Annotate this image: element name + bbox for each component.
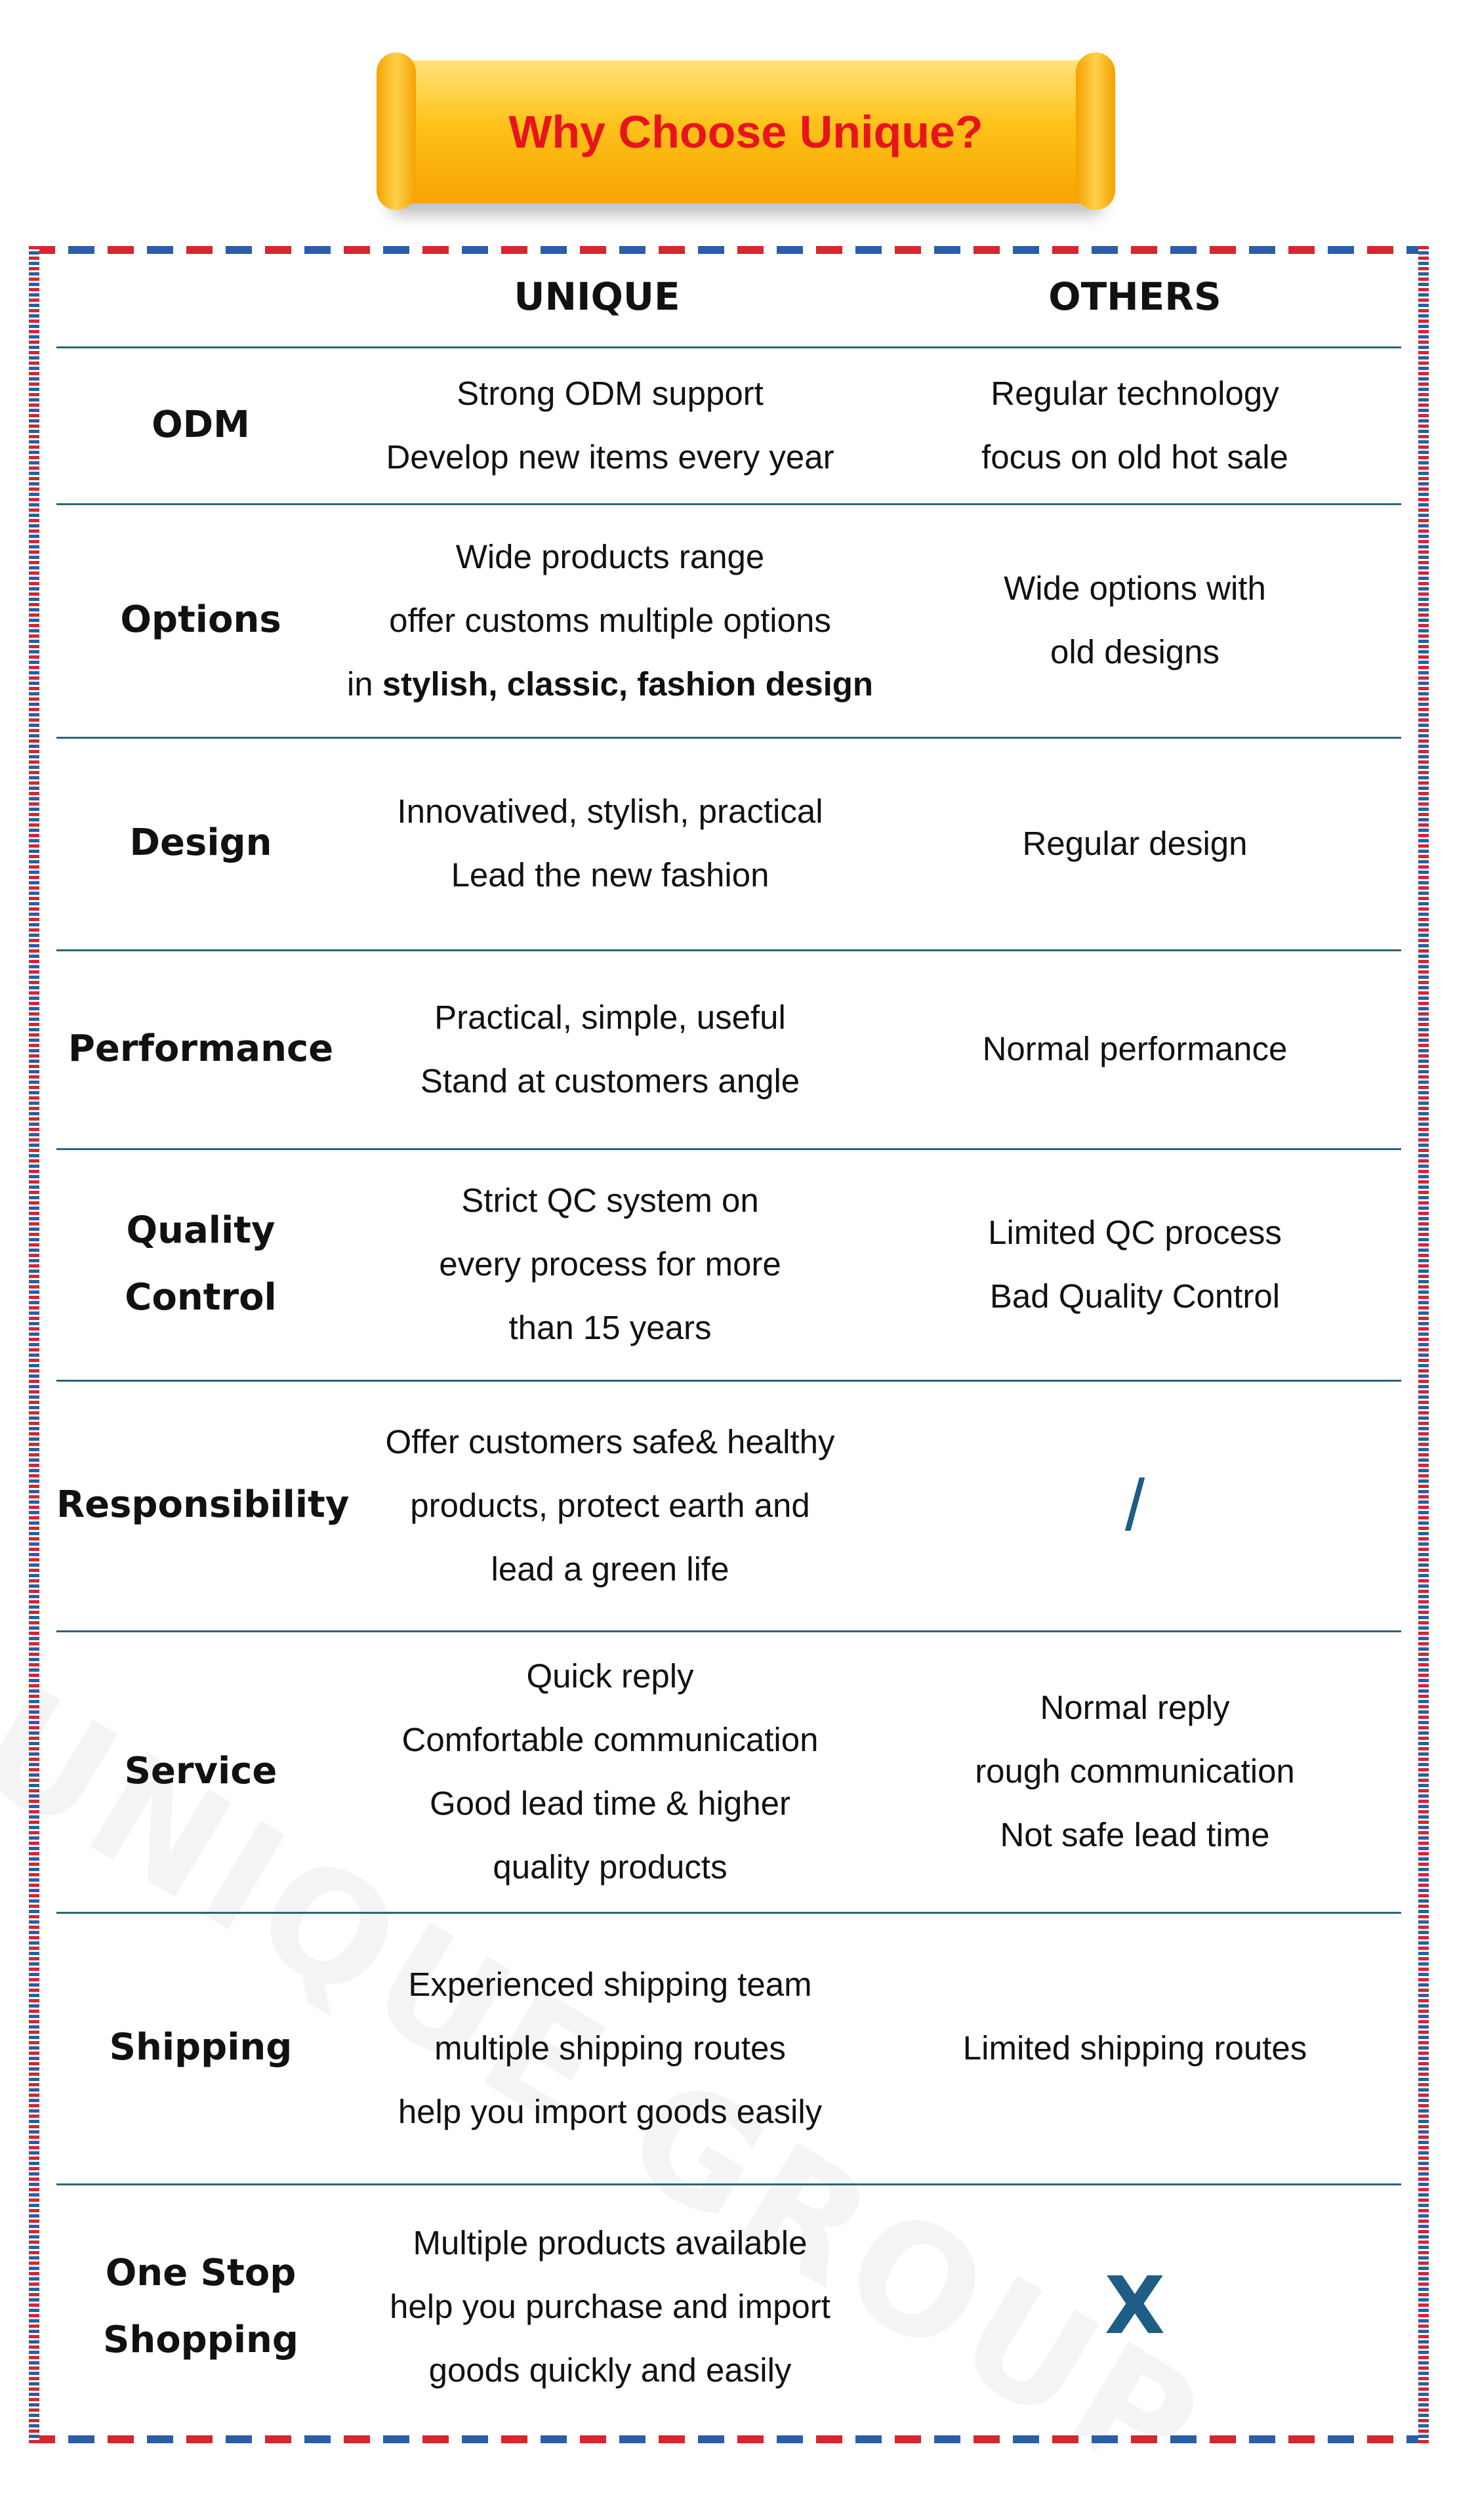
cell-line: Normal reply (1040, 1689, 1230, 1726)
cell-line: lead a green life (491, 1550, 729, 1588)
cell-line: Experienced shipping team (408, 1965, 812, 2003)
cell-line: Practical, simple, useful (434, 998, 786, 1036)
cell-line: / (1124, 1464, 1145, 1546)
label-cell: Shipping (56, 1912, 345, 2183)
others-cell: Regular design (932, 737, 1338, 949)
cell-line: ODM (152, 403, 250, 446)
title: Why Choose Unique? (508, 106, 983, 157)
column-header: UNIQUE (514, 274, 680, 319)
cell-line: offer customs multiple options (389, 601, 831, 639)
cell-line: Comfortable communication (401, 1720, 819, 1758)
frame-bottom (29, 2435, 1429, 2443)
cell-line: Offer customers safe& healthy (385, 1422, 835, 1460)
unique-cell: Strong ODM support Develop new items ever… (315, 346, 905, 503)
label-cell: ODM (56, 346, 345, 503)
others-cell: Limited shipping routes (932, 1912, 1338, 2183)
cell-line: than 15 years (508, 1309, 712, 1346)
cell-line: Shipping (109, 2026, 293, 2069)
cell-line: Innovatived, stylish, practical (397, 793, 823, 830)
cell-line: Shopping (103, 2318, 298, 2361)
row-divider (56, 2183, 1401, 2185)
row-divider (56, 503, 1401, 505)
cell-line: Quick reply (526, 1657, 694, 1695)
unique-cell: Practical, simple, useful Stand at custom… (315, 949, 905, 1148)
row-divider (56, 1148, 1401, 1150)
text-part: in (346, 665, 382, 703)
others-cell: X (932, 2183, 1338, 2429)
cell-line: Normal performance (982, 1030, 1288, 1067)
row-divider (56, 1380, 1401, 1382)
row-divider (56, 737, 1401, 739)
cell-line: Limited QC process (988, 1213, 1282, 1251)
cell-line: focus on old hot sale (981, 438, 1288, 476)
cell-line: Bad Quality Control (989, 1277, 1281, 1315)
label-cell: Responsibility (56, 1380, 350, 1630)
cell-line: Lead the new fashion (451, 856, 769, 894)
column-header: OTHERS (1048, 274, 1221, 319)
others-cell: Normal performance (932, 949, 1338, 1148)
unique-cell: Offer customers safe& healthy products, p… (315, 1380, 905, 1630)
others-cell: Limited QC process Bad Quality Control (932, 1148, 1338, 1380)
cell-line: every process for more (439, 1245, 781, 1283)
cell-line: Multiple products available (413, 2224, 808, 2262)
label-cell: Performance (56, 949, 345, 1148)
unique-cell: Experienced shipping team multiple shippi… (315, 1912, 905, 2183)
unique-cell: Wide products range offer customs multipl… (315, 503, 905, 737)
cell-line: quality products (493, 1848, 728, 1886)
label-cell: One Stop Shopping (56, 2183, 345, 2429)
cell-line: Strict QC system on (461, 1182, 759, 1219)
row-divider (56, 1912, 1401, 1914)
cell-line: multiple shipping routes (434, 2029, 786, 2067)
cell-line: in stylish, classic, fashion design (315, 652, 905, 716)
cell-line: Strong ODM support (457, 374, 764, 412)
label-cell: Quality Control (56, 1148, 345, 1380)
label-cell: Service (56, 1630, 345, 1912)
unique-cell: Quick reply Comfortable communication Good… (315, 1630, 905, 1912)
cell-line: help you import goods easily (398, 2092, 823, 2130)
cell-line: Stand at customers angle (420, 1062, 800, 1100)
unique-cell: Strict QC system on every process for mor… (315, 1148, 905, 1380)
unique-cell: Multiple products available help you purc… (315, 2183, 905, 2429)
frame-right (1418, 246, 1429, 2443)
title-banner (377, 52, 1115, 210)
others-cell: Normal reply rough communication Not safe … (932, 1630, 1338, 1912)
others-cell: / (932, 1380, 1338, 1630)
cell-line: products, protect earth and (410, 1486, 810, 1524)
cell-line: Options (120, 598, 281, 641)
cell-line: Wide options with (1004, 569, 1266, 607)
cell-line: Wide products range (455, 537, 765, 575)
row-divider (56, 949, 1401, 951)
row-divider (56, 346, 1401, 348)
cell-line: old designs (1050, 633, 1220, 671)
cell-line: Quality Control (125, 1208, 277, 1319)
cell-line: One Stop (105, 2251, 297, 2294)
cell-line: Develop new items every year (386, 438, 834, 476)
text-part: stylish, classic, fashion design (382, 665, 874, 703)
cell-line: Performance (68, 1027, 334, 1070)
cell-line: X (1104, 2261, 1166, 2352)
cell-line: Service (124, 1749, 277, 1792)
cell-line: Design (129, 821, 272, 864)
cell-line: Regular design (1022, 824, 1248, 862)
frame-top (29, 246, 1429, 254)
label-cell: Design (56, 737, 345, 949)
row-divider (56, 1630, 1401, 1632)
others-cell: Wide options with old designs (932, 503, 1338, 737)
cell-line: Good lead time & higher (430, 1784, 790, 1822)
cell-line: goods quickly and easily (428, 2351, 792, 2389)
label-cell: Options (56, 503, 345, 737)
others-cell: Regular technology focus on old hot sale (932, 346, 1338, 503)
frame-left (29, 246, 39, 2443)
cell-line: rough communication (975, 1752, 1295, 1790)
cell-line: help you purchase and import (390, 2288, 830, 2325)
cell-line: Limited shipping routes (962, 2029, 1307, 2067)
cell-line: Regular technology (991, 374, 1279, 412)
cell-line: Responsibility (56, 1483, 350, 1526)
unique-cell: Innovatived, stylish, practical Lead the … (315, 737, 905, 949)
cell-line: Not safe lead time (1000, 1816, 1270, 1853)
